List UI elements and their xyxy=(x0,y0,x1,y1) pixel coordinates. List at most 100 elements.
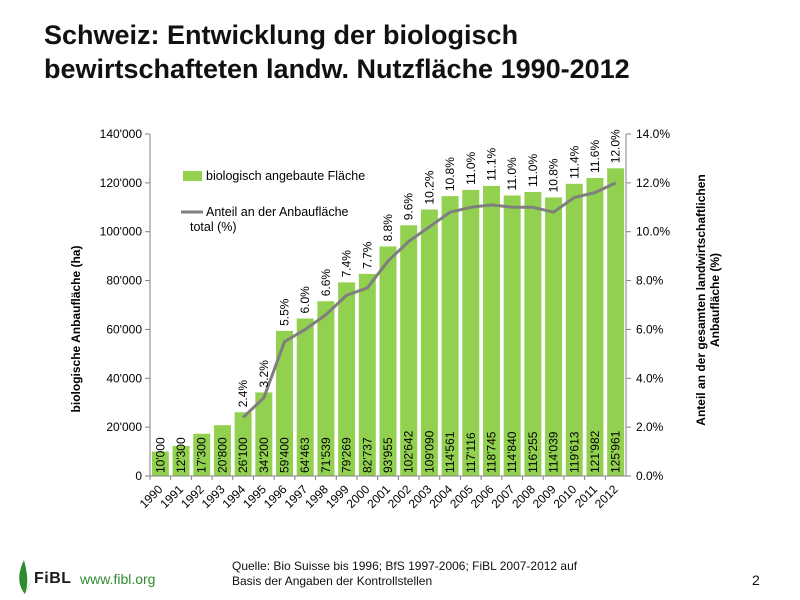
y-axis-left-ticks: 0 20'000 40'000 60'000 80'000 100'000 120'000 1… xyxy=(100,127,150,483)
source-line1: Quelle: Bio Suisse bis 1996; BfS 1997-20… xyxy=(232,559,578,573)
bar xyxy=(234,412,252,476)
bar-value-label: 79'269 xyxy=(340,437,354,473)
bar xyxy=(172,445,190,476)
bar xyxy=(296,318,314,476)
share-value-label: 12.0% xyxy=(609,129,623,163)
bar-value-label: 64'463 xyxy=(298,437,312,473)
bar-value-label: 109'090 xyxy=(422,430,436,473)
share-value-label: 11.6% xyxy=(588,140,602,173)
slide-title-line2: bewirtschafteten landw. Nutzfläche 1990-… xyxy=(44,54,630,84)
bar-value-label: 114'039 xyxy=(547,431,561,473)
y-left-tick-label: 40'000 xyxy=(106,371,142,385)
y-right-tick-label: 6.0% xyxy=(636,322,664,336)
bar-value-label: 12'300 xyxy=(174,437,188,473)
bar xyxy=(151,451,169,476)
bar-value-label: 59'400 xyxy=(278,437,292,473)
slide-title: Schweiz: Entwicklung der biologisch bewi… xyxy=(44,18,764,86)
bar xyxy=(462,189,480,476)
y-left-tick-label: 120'000 xyxy=(100,176,143,190)
share-value-label: 10.2% xyxy=(422,170,436,204)
bar-value-label: 118'745 xyxy=(484,431,498,473)
y-axis-right-label-2: Anbaufläche (%) xyxy=(708,253,722,347)
y-right-tick-label: 10.0% xyxy=(636,225,670,239)
share-value-label: 11.0% xyxy=(505,157,519,190)
share-value-label: 5.5% xyxy=(278,298,292,326)
bar xyxy=(503,195,521,476)
bar-value-label: 82'737 xyxy=(360,437,374,473)
bar-value-label: 20'800 xyxy=(215,437,229,473)
share-value-label: 6.0% xyxy=(298,286,312,314)
share-value-label: 8.8% xyxy=(381,214,395,242)
slide-title-line1: Schweiz: Entwicklung der biologisch xyxy=(44,20,519,50)
bar xyxy=(482,185,500,477)
y-right-tick-label: 8.0% xyxy=(636,274,664,288)
bar xyxy=(317,301,335,476)
bar xyxy=(276,330,294,476)
y-left-tick-label: 140'000 xyxy=(100,127,143,141)
bar-value-label: 116'255 xyxy=(526,431,540,473)
bar xyxy=(565,183,583,476)
share-value-label: 10.8% xyxy=(547,158,561,192)
x-tick-label: 2012 xyxy=(592,482,621,511)
bar xyxy=(338,282,356,476)
bar xyxy=(545,197,563,477)
bar xyxy=(420,209,438,476)
bar-value-label: 26'100 xyxy=(236,437,250,473)
bar xyxy=(400,225,418,476)
bar-value-label: 71'539 xyxy=(319,437,333,473)
y-right-tick-label: 2.0% xyxy=(636,420,664,434)
bar xyxy=(524,192,542,476)
bar-value-label: 117'116 xyxy=(464,432,478,473)
bar-value-label: 93'955 xyxy=(381,437,395,473)
share-value-label: 2.4% xyxy=(236,380,250,408)
y-axis-right-ticks: 0.0% 2.0% 4.0% 6.0% 8.0% 10.0% 12.0% 14.0% xyxy=(626,127,670,483)
bar-value-labels: 10'000 12'300 17'300 20'800 26'100 34'200 59'4… xyxy=(153,430,622,473)
share-value-label: 11.0% xyxy=(464,151,478,184)
share-value-label: 7.7% xyxy=(360,241,374,269)
y-right-tick-label: 0.0% xyxy=(636,469,664,483)
fibl-leaf-icon xyxy=(19,560,34,594)
page-number: 2 xyxy=(752,572,760,588)
bar-value-label: 121'982 xyxy=(588,430,602,473)
legend-bar-label: biologisch angebaute Fläche xyxy=(206,169,365,183)
bar-value-label: 114'561 xyxy=(443,431,457,473)
share-value-label: 6.6% xyxy=(319,269,333,297)
bar xyxy=(193,433,211,476)
logo-wordmark: FiBL xyxy=(34,570,72,587)
share-value-label: 9.6% xyxy=(402,193,416,221)
legend-bar-swatch xyxy=(183,171,202,181)
bar xyxy=(379,246,397,476)
legend: biologisch angebaute Fläche Anteil an de… xyxy=(181,169,365,234)
bar xyxy=(255,392,273,476)
share-value-label: 10.8% xyxy=(443,157,457,191)
line-value-labels: 2.4% 3.2% 5.5% 6.0% 6.6% 7.4% 7.7% 8.8% 9.6% 10.2… xyxy=(236,129,623,407)
bar-value-label: 102'642 xyxy=(402,430,416,473)
y-left-tick-label: 60'000 xyxy=(106,322,142,336)
logo-url-link[interactable]: www.fibl.org xyxy=(80,571,156,587)
source-line2: Basis der Angaben der Kontrollstellen xyxy=(232,574,433,588)
bar xyxy=(607,168,625,476)
y-right-tick-label: 14.0% xyxy=(636,127,670,141)
bar-series xyxy=(151,168,625,477)
bar-value-label: 34'200 xyxy=(257,437,271,473)
y-left-tick-label: 100'000 xyxy=(100,225,143,239)
share-value-label: 11.4% xyxy=(567,145,581,178)
bar-value-label: 10'000 xyxy=(153,437,167,473)
bar-value-label: 119'613 xyxy=(567,431,581,473)
bar xyxy=(358,273,376,476)
y-axis-left-label: biologische Anbaufläche (ha) xyxy=(69,246,83,413)
share-value-label: 7.4% xyxy=(340,250,354,278)
share-value-label: 3.2% xyxy=(257,360,271,388)
y-axis-right-label-1: Anteil an der gesamten landwirtschaftlic… xyxy=(694,174,708,425)
legend-line-label-2: total (%) xyxy=(190,220,237,234)
y-right-tick-label: 12.0% xyxy=(636,176,670,190)
axes xyxy=(149,134,627,477)
bar-value-label: 125'961 xyxy=(609,430,623,473)
y-left-tick-label: 80'000 xyxy=(106,274,142,288)
share-value-label: 11.1% xyxy=(484,147,498,180)
bar-value-label: 114'840 xyxy=(505,431,519,473)
bar xyxy=(441,196,459,476)
bar xyxy=(586,178,604,477)
x-axis-ticks: 1990199119921993199419951996199719981999… xyxy=(137,476,621,511)
y-left-tick-label: 20'000 xyxy=(106,420,142,434)
